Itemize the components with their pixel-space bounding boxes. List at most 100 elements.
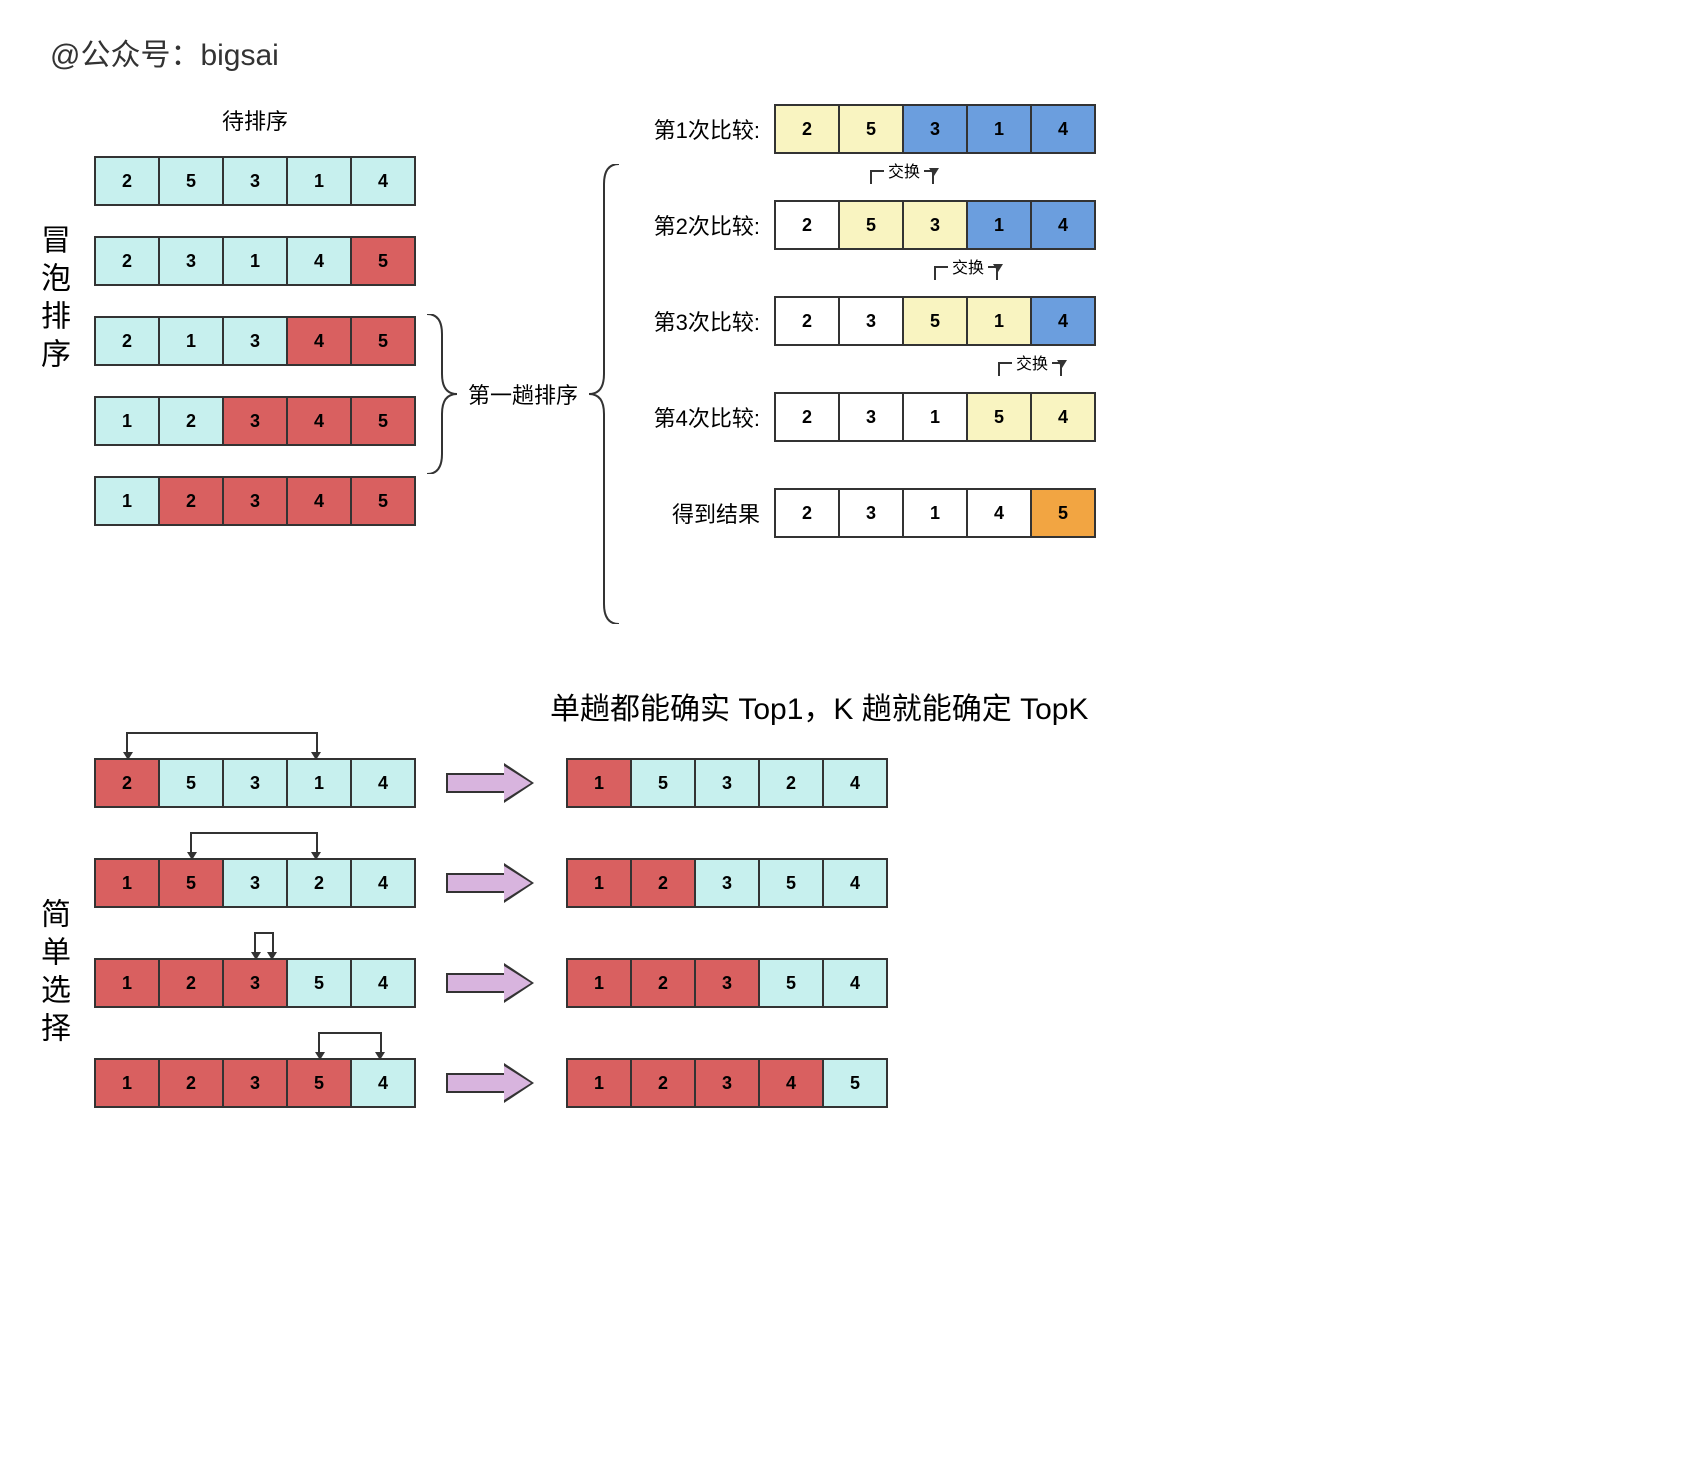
array-cell: 2 xyxy=(94,758,160,808)
array-cell: 2 xyxy=(630,1058,696,1108)
brace-left xyxy=(422,314,462,474)
selection-row: 15324 12354 xyxy=(94,858,888,908)
array-cell: 5 xyxy=(350,396,416,446)
array-row: 23145 xyxy=(774,488,1096,538)
array-cell: 2 xyxy=(158,476,224,526)
array-cell: 1 xyxy=(94,958,160,1008)
array-cell: 3 xyxy=(902,200,968,250)
array-row: 12354 xyxy=(566,958,888,1008)
array-cell: 5 xyxy=(758,958,824,1008)
mid-label: 第一趟排序 xyxy=(468,378,578,410)
array-row: 15324 xyxy=(566,758,888,808)
selection-sort-section: 简单选择 25314153241532412354123541235412354… xyxy=(30,758,1666,1158)
array-cell: 1 xyxy=(966,296,1032,346)
array-cell: 1 xyxy=(286,758,352,808)
swap-bracket xyxy=(190,832,318,852)
array-row: 12354 xyxy=(566,858,888,908)
array-cell: 4 xyxy=(350,1058,416,1108)
array-cell: 3 xyxy=(694,1058,760,1108)
page-header: @公众号：bigsai xyxy=(50,30,1666,74)
array-cell: 3 xyxy=(694,958,760,1008)
array-cell: 1 xyxy=(966,104,1032,154)
array-cell: 3 xyxy=(694,758,760,808)
array-cell: 2 xyxy=(774,104,840,154)
array-row: 12354 xyxy=(94,1058,416,1108)
note-text: 单趟都能确实 Top1，K 趟就能确定 TopK xyxy=(550,684,1666,728)
array-cell: 4 xyxy=(286,396,352,446)
array-cell: 2 xyxy=(286,858,352,908)
array-cell: 4 xyxy=(350,958,416,1008)
array-cell: 1 xyxy=(94,396,160,446)
array-cell: 5 xyxy=(822,1058,888,1108)
array-cell: 5 xyxy=(158,156,224,206)
array-cell: 5 xyxy=(838,104,904,154)
arrow-icon xyxy=(446,1065,536,1101)
bubble-right-column: 第1次比较:25314第2次比较:25314交换第3次比较:23514交换第4次… xyxy=(630,104,1096,584)
array-cell: 4 xyxy=(350,758,416,808)
array-row: 25314 xyxy=(774,200,1096,250)
array-cell: 5 xyxy=(838,200,904,250)
array-cell: 5 xyxy=(350,476,416,526)
array-cell: 1 xyxy=(94,476,160,526)
array-row: 23145 xyxy=(94,236,416,286)
array-cell: 4 xyxy=(966,488,1032,538)
selection-row: 2531415324 xyxy=(94,758,888,808)
array-cell: 1 xyxy=(94,1058,160,1108)
array-cell: 1 xyxy=(566,758,632,808)
array-row: 25314 xyxy=(94,758,416,808)
array-cell: 3 xyxy=(838,488,904,538)
array-cell: 4 xyxy=(758,1058,824,1108)
array-cell: 1 xyxy=(902,488,968,538)
array-cell: 2 xyxy=(94,236,160,286)
array-cell: 5 xyxy=(902,296,968,346)
array-cell: 4 xyxy=(350,156,416,206)
array-cell: 4 xyxy=(286,316,352,366)
array-cell: 3 xyxy=(222,156,288,206)
array-cell: 4 xyxy=(822,758,888,808)
array-cell: 3 xyxy=(838,296,904,346)
bubble-sort-section: 冒泡排序 待排序 2531423145213451234512345 第一趟排序… xyxy=(30,104,1666,624)
selection-row: 1235412345 xyxy=(94,1058,888,1108)
array-cell: 1 xyxy=(566,958,632,1008)
arrow-icon xyxy=(446,965,536,1001)
array-cell: 1 xyxy=(566,1058,632,1108)
array-cell: 1 xyxy=(286,156,352,206)
array-cell: 3 xyxy=(222,758,288,808)
array-cell: 1 xyxy=(222,236,288,286)
comparison-label: 得到结果 xyxy=(630,497,760,529)
comparison-row: 得到结果 23145 xyxy=(630,488,1096,538)
swap-bracket xyxy=(254,932,274,952)
array-cell: 2 xyxy=(94,156,160,206)
array-cell: 5 xyxy=(158,758,224,808)
array-cell: 1 xyxy=(158,316,224,366)
array-cell: 2 xyxy=(774,200,840,250)
array-cell: 1 xyxy=(566,858,632,908)
comparison-row: 第1次比较:25314 xyxy=(630,104,1096,154)
comparison-label: 第3次比较: xyxy=(630,305,760,337)
selection-row: 1235412354 xyxy=(94,958,888,1008)
comparison-row: 第3次比较:23514交换 xyxy=(630,296,1096,346)
array-cell: 4 xyxy=(822,958,888,1008)
comparison-row: 第2次比较:25314交换 xyxy=(630,200,1096,250)
array-cell: 2 xyxy=(94,316,160,366)
array-cell: 3 xyxy=(222,396,288,446)
array-row: 23514 xyxy=(774,296,1096,346)
array-row: 15324 xyxy=(94,858,416,908)
swap-bracket xyxy=(126,732,318,752)
array-cell: 1 xyxy=(902,392,968,442)
array-cell: 5 xyxy=(758,858,824,908)
array-row: 12345 xyxy=(566,1058,888,1108)
array-cell: 4 xyxy=(286,476,352,526)
array-cell: 2 xyxy=(758,758,824,808)
brace-right xyxy=(584,164,624,624)
array-cell: 2 xyxy=(630,958,696,1008)
array-cell: 4 xyxy=(350,858,416,908)
arrow-icon xyxy=(446,865,536,901)
array-cell: 2 xyxy=(158,1058,224,1108)
array-cell: 3 xyxy=(222,316,288,366)
array-cell: 2 xyxy=(630,858,696,908)
array-cell: 3 xyxy=(838,392,904,442)
swap-bracket xyxy=(318,1032,382,1052)
arrow-icon xyxy=(446,765,536,801)
array-cell: 5 xyxy=(350,236,416,286)
